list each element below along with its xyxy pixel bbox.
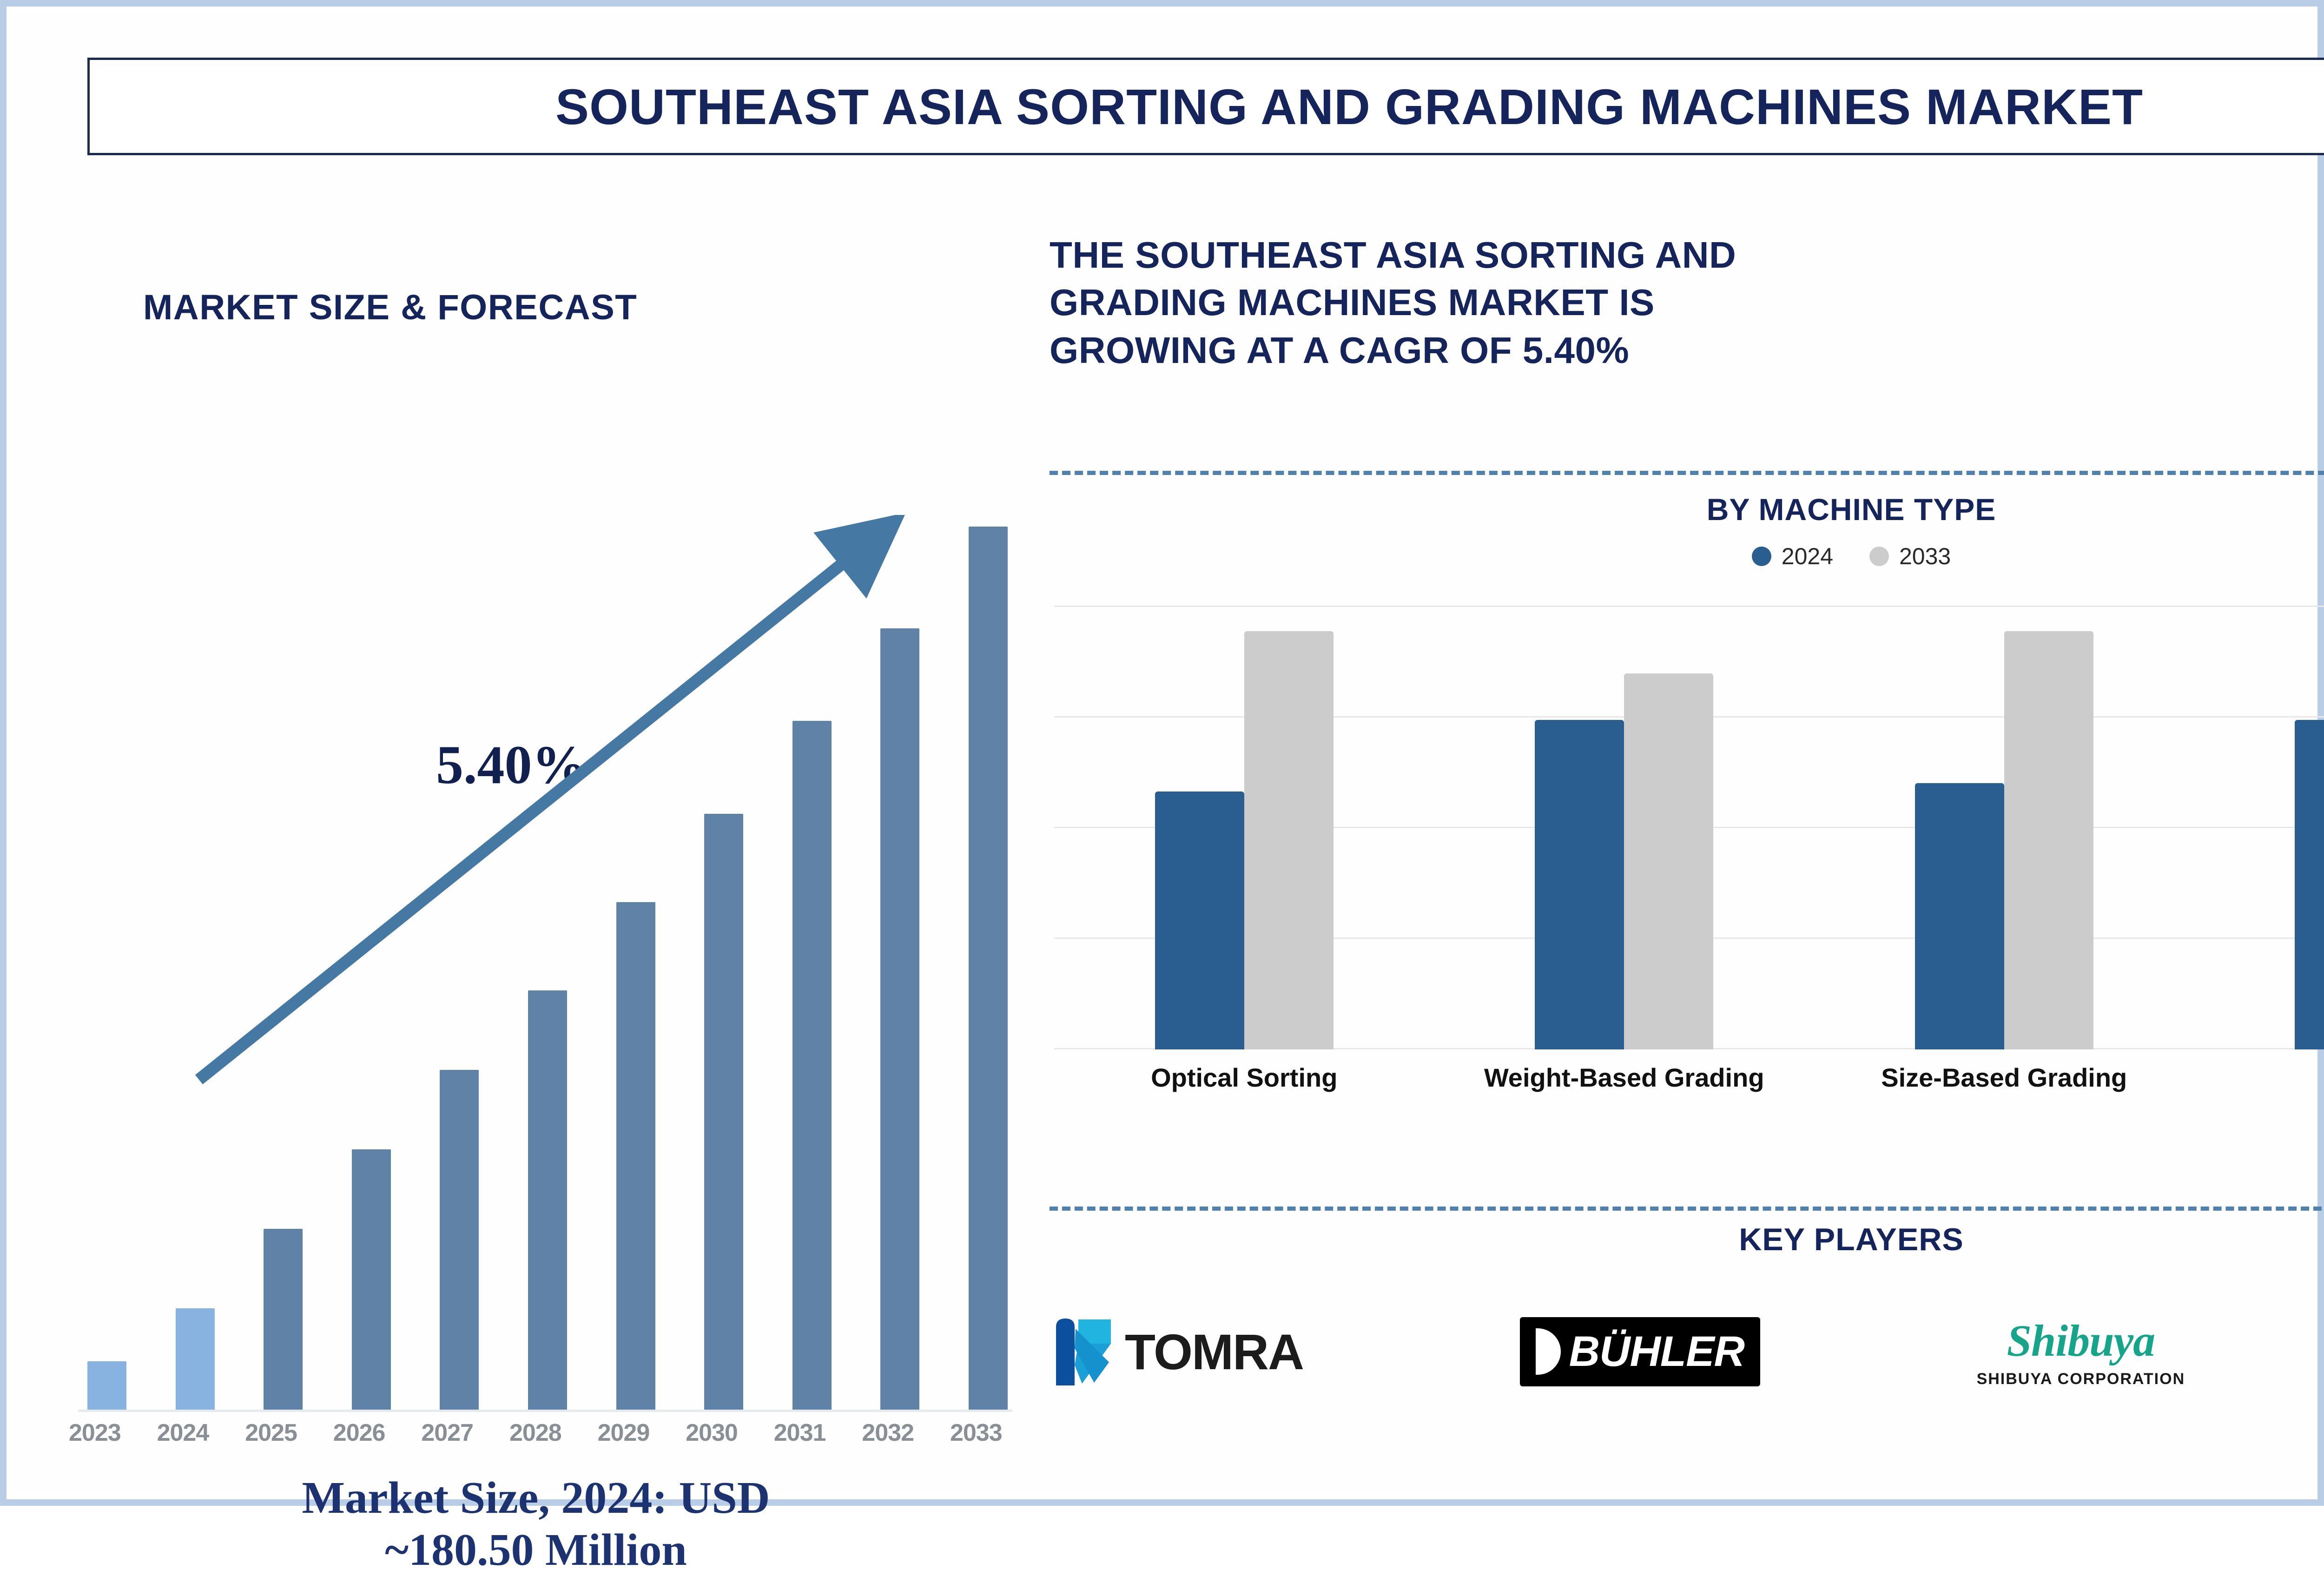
forecast-year-label: 2029 xyxy=(598,1419,637,1447)
forecast-year-label: 2024 xyxy=(157,1419,196,1447)
title-box: SOUTHEAST ASIA SORTING AND GRADING MACHI… xyxy=(87,58,2324,155)
market-size-forecast-heading: MARKET SIZE & FORECAST xyxy=(143,287,637,328)
forecast-bar xyxy=(969,527,1008,1410)
legend-label: 2024 xyxy=(1782,543,1833,570)
bar-group xyxy=(2224,606,2324,1049)
key-players-logos: TOMRA BÜHLER Shibuya SHIBUYA CORPORATION… xyxy=(1040,1275,2324,1428)
category-label: Optical Sorting xyxy=(1084,1062,1405,1093)
bar-2033 xyxy=(2004,631,2093,1049)
logo-shibuya: Shibuya SHIBUYA CORPORATION xyxy=(1977,1315,2185,1388)
bar-2033 xyxy=(1624,673,1713,1049)
bar-group xyxy=(1844,606,2165,1049)
forecast-year-label: 2032 xyxy=(862,1419,901,1447)
forecast-bar xyxy=(704,814,743,1410)
bar-2033 xyxy=(1244,631,1334,1049)
infographic-canvas: SOUTHEAST ASIA SORTING AND GRADING MACHI… xyxy=(13,13,2311,1493)
logo-buhler: BÜHLER xyxy=(1520,1317,1760,1386)
category-label: Size-Based Grading xyxy=(1844,1062,2165,1093)
legend-swatch-icon xyxy=(1752,547,1771,566)
forecast-bar xyxy=(880,628,919,1410)
forecast-year-label: 2027 xyxy=(421,1419,460,1447)
tomra-logo-icon xyxy=(1054,1317,1114,1386)
segment-title: BY MACHINE TYPE xyxy=(1040,492,2324,527)
forecast-bar xyxy=(87,1361,126,1410)
category-label: Weight-Based Grading xyxy=(1464,1062,1784,1093)
buhler-wordmark: BÜHLER xyxy=(1569,1327,1744,1376)
market-size-line-2: ~180.50 Million xyxy=(385,1525,687,1575)
bar-group xyxy=(1084,606,1405,1049)
forecast-year-axis: 2023 2024 2025 2026 2027 2028 2029 2030 2031 2032… xyxy=(69,1419,989,1447)
forecast-year-label: 2023 xyxy=(69,1419,108,1447)
shibuya-subtitle: SHIBUYA CORPORATION xyxy=(1977,1370,2185,1388)
machine-type-bars xyxy=(1054,606,2324,1049)
forecast-year-label: 2031 xyxy=(774,1419,813,1447)
forecast-bar xyxy=(176,1308,215,1410)
market-size-line-1: Market Size, 2024: USD xyxy=(302,1473,770,1523)
machine-type-chart xyxy=(1054,606,2324,1049)
forecast-bar xyxy=(528,990,567,1410)
forecast-bar xyxy=(264,1229,303,1410)
tomra-wordmark: TOMRA xyxy=(1125,1323,1303,1381)
shibuya-wordmark: Shibuya xyxy=(2007,1315,2155,1366)
machine-type-panel: THE SOUTHEAST ASIA SORTING AND GRADING M… xyxy=(1040,218,2324,1472)
forecast-year-label: 2033 xyxy=(950,1419,989,1447)
bar-2024 xyxy=(1915,783,2004,1049)
divider-bottom xyxy=(1050,1207,2324,1211)
forecast-year-label: 2028 xyxy=(509,1419,548,1447)
forecast-bar xyxy=(792,721,832,1410)
bar-group xyxy=(1464,606,1784,1049)
forecast-bar xyxy=(616,902,655,1410)
bar-2024 xyxy=(2295,720,2324,1049)
cagr-headline: THE SOUTHEAST ASIA SORTING AND GRADING M… xyxy=(1050,231,2221,374)
legend-item[interactable]: 2033 xyxy=(1869,543,1951,570)
machine-type-axis-labels: Optical Sorting Weight-Based Grading Size-… xyxy=(1054,1062,2324,1093)
headline-line-2: GRADING MACHINES MARKET IS xyxy=(1050,279,2221,326)
market-size-forecast-chart xyxy=(59,515,1022,1412)
forecast-bar xyxy=(352,1149,391,1410)
key-players-title: KEY PLAYERS xyxy=(1040,1221,2324,1258)
divider-top xyxy=(1050,471,2324,475)
legend-swatch-icon xyxy=(1869,547,1889,566)
legend-item[interactable]: 2024 xyxy=(1752,543,1833,570)
forecast-year-label: 2030 xyxy=(686,1419,725,1447)
chart-baseline xyxy=(78,1410,1012,1412)
outer-frame: SOUTHEAST ASIA SORTING AND GRADING MACHI… xyxy=(0,0,2324,1506)
category-label: Others xyxy=(2224,1062,2324,1093)
buhler-logo-icon xyxy=(1536,1328,1561,1375)
headline-line-3: GROWING AT A CAGR OF 5.40% xyxy=(1050,327,2221,374)
legend-label: 2033 xyxy=(1899,543,1951,570)
chart-legend: 2024 2033 xyxy=(1040,543,2324,570)
bar-2024 xyxy=(1155,791,1244,1049)
market-size-callout: Market Size, 2024: USD ~180.50 Million xyxy=(69,1472,1003,1576)
forecast-year-label: 2025 xyxy=(245,1419,284,1447)
page-title: SOUTHEAST ASIA SORTING AND GRADING MACHI… xyxy=(555,78,2143,136)
forecast-year-label: 2026 xyxy=(333,1419,372,1447)
logo-tomra: TOMRA xyxy=(1054,1317,1303,1386)
bar-2024 xyxy=(1535,720,1624,1049)
forecast-bar xyxy=(440,1070,479,1410)
forecast-bars xyxy=(87,527,1008,1410)
headline-line-1: THE SOUTHEAST ASIA SORTING AND xyxy=(1050,231,2221,279)
